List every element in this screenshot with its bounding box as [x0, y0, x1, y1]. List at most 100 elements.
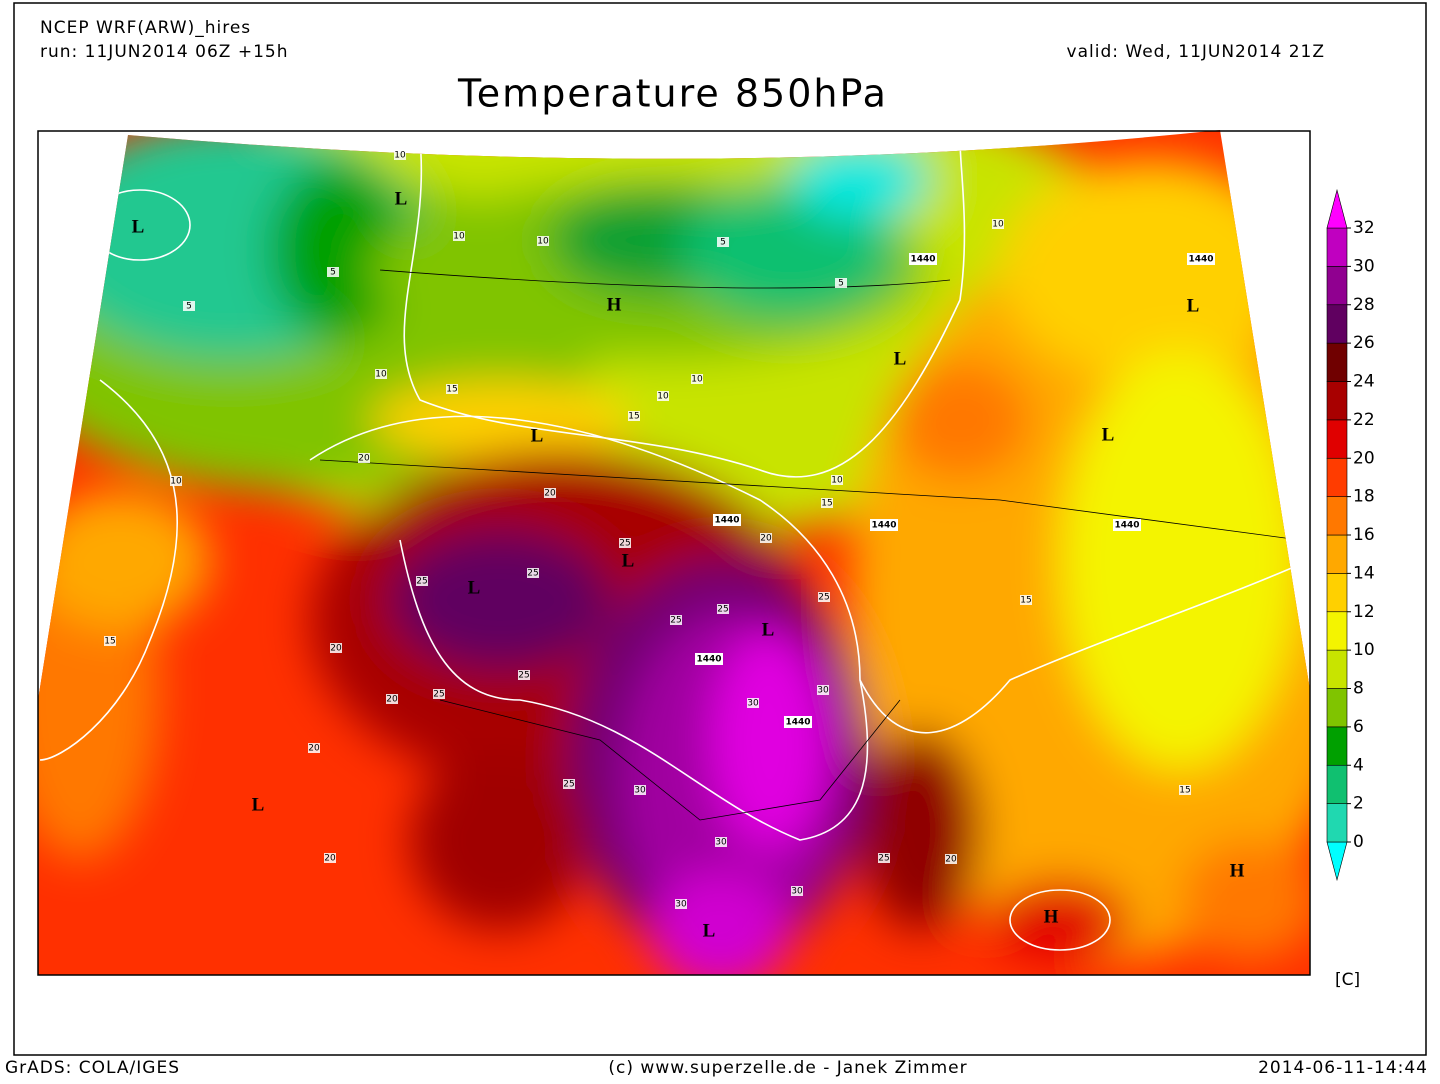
contour-label: 15	[1020, 596, 1031, 606]
pressure-system: H	[1230, 860, 1245, 881]
contour-label: 5	[330, 268, 336, 278]
contour-label-bg	[104, 636, 116, 646]
contour-label-bg	[327, 267, 339, 277]
contour-label: 10	[992, 220, 1004, 230]
software-credit: GrADS: COLA/IGES	[5, 1058, 180, 1078]
contour-label-bg	[628, 411, 640, 421]
colorbar-tick-label: 6	[1353, 717, 1364, 737]
colorbar-tick-label: 8	[1353, 679, 1364, 699]
colorbar-tick-label: 10	[1353, 640, 1375, 660]
contour-label: 25	[670, 616, 681, 626]
contour-label-bg	[818, 592, 830, 602]
contour-label: 25	[527, 569, 538, 579]
contour-label-bg	[817, 685, 829, 695]
height-label-bg	[784, 716, 812, 728]
map-title: Temperature 850hPa	[457, 72, 888, 116]
contour-label: 5	[720, 238, 726, 248]
contour-label-bg	[394, 150, 406, 160]
contour-label-bg	[760, 533, 772, 543]
contour-label-bg	[945, 854, 957, 864]
colorbar-tick-label: 4	[1353, 755, 1364, 775]
contour-label-bg	[747, 698, 759, 708]
colorbar-bin	[1326, 573, 1348, 613]
pressure-system: L	[395, 188, 408, 209]
pressure-system: L	[1102, 424, 1115, 445]
contour-label: 10	[170, 477, 182, 487]
contour-label-bg	[518, 670, 530, 680]
contour-label-bg	[330, 643, 342, 653]
page-frame	[13, 2, 1427, 1056]
contour-label: 20	[330, 644, 342, 654]
contour-label: 15	[1179, 786, 1190, 796]
contour-label-bg	[416, 576, 428, 586]
contour-label: 25	[717, 605, 728, 615]
colorbar-tick-label: 18	[1353, 487, 1375, 507]
colorbar-bin	[1326, 649, 1348, 689]
height-label: 1440	[871, 521, 896, 531]
colorbar-tick-label: 32	[1353, 218, 1375, 238]
contour-label-bg	[717, 237, 729, 247]
colorbar-tick-label: 30	[1353, 256, 1375, 276]
contour-label-bg	[992, 219, 1004, 229]
contour-label: 25	[619, 539, 630, 549]
pressure-system: L	[1187, 295, 1200, 316]
contour-label: 25	[433, 690, 444, 700]
contour-label-bg	[375, 369, 387, 379]
contour-label-bg	[386, 694, 398, 704]
temperature-field	[38, 130, 1310, 975]
colorbar-bin	[1326, 457, 1348, 497]
colorbar-bin	[1326, 726, 1348, 766]
height-label: 1440	[696, 655, 721, 665]
contour-label-bg	[634, 785, 646, 795]
contours	[39, 139, 1310, 951]
timestamp: 2014-06-11-14:44	[1258, 1058, 1428, 1078]
contour-label: 25	[818, 593, 829, 603]
contour-label-bg	[831, 475, 843, 485]
contour-label: 20	[324, 854, 336, 864]
contour-label-bg	[527, 568, 539, 578]
contour-label: 20	[760, 534, 772, 544]
contour-label: 15	[446, 385, 457, 395]
contour-label-bg	[715, 837, 727, 847]
map-frame	[37, 130, 1311, 976]
pressure-system: L	[762, 619, 775, 640]
height-label-bg	[909, 253, 937, 265]
colorbar-cap-high	[1326, 188, 1348, 229]
contour-label: 15	[628, 412, 639, 422]
contour-label-bg	[1179, 785, 1191, 795]
pressure-system: L	[703, 920, 716, 941]
contour-label-bg	[544, 488, 556, 498]
contour-label-bg	[170, 476, 182, 486]
colorbar-tick-label: 16	[1353, 525, 1375, 545]
contour-label-bg	[657, 391, 669, 401]
colorbar-tick-label: 0	[1353, 832, 1364, 852]
contour-label-bg	[1020, 595, 1032, 605]
contour-label-bg	[537, 236, 549, 246]
colorbar-tick-label: 2	[1353, 794, 1364, 814]
contour-label: 10	[831, 476, 843, 486]
pressure-system: L	[468, 577, 481, 598]
height-label: 1440	[785, 718, 810, 728]
contour-label-bg	[563, 779, 575, 789]
contour-label: 30	[675, 900, 687, 910]
contour-label: 15	[104, 637, 115, 647]
contour-label: 5	[838, 279, 844, 289]
pressure-system: L	[894, 348, 907, 369]
contour-label: 15	[821, 499, 832, 509]
contour-label: 10	[394, 151, 406, 161]
colorbar-bin	[1326, 688, 1348, 728]
contour-label-bg	[717, 604, 729, 614]
pressure-system: L	[132, 216, 145, 237]
colorbar-bin	[1326, 803, 1348, 843]
contour-label: 20	[308, 744, 320, 754]
colorbar-bin	[1326, 266, 1348, 306]
contour-label-bg	[791, 886, 803, 896]
contour-label: 30	[715, 838, 727, 848]
contour-label-bg	[619, 538, 631, 548]
contour-label-bg	[358, 453, 370, 463]
borders	[319, 269, 1301, 821]
colorbar-bin	[1326, 227, 1348, 267]
